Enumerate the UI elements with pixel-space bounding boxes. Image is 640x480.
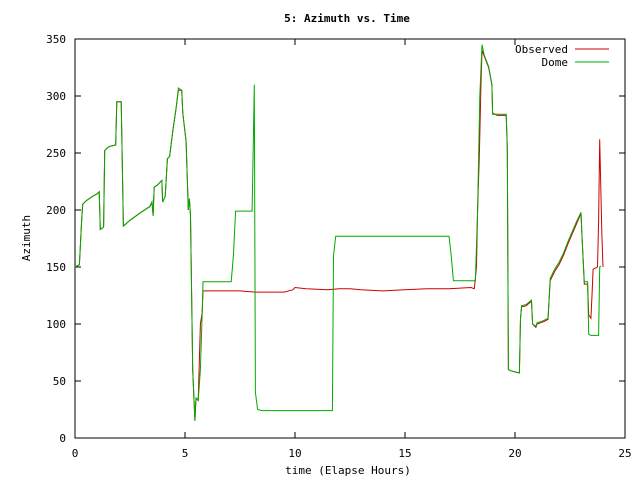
plot-frame	[74, 38, 626, 439]
y-tick-label: 250	[46, 147, 66, 160]
y-tick-label: 100	[46, 318, 66, 331]
y-axis-label: Azimuth	[20, 215, 33, 261]
x-tick-label: 5	[182, 447, 189, 460]
legend-label-dome: Dome	[542, 56, 569, 69]
series-line-observed	[74, 50, 604, 421]
y-tick-label: 350	[46, 33, 66, 46]
y-tick-label: 0	[59, 432, 66, 445]
y-tick-label: 150	[46, 261, 66, 274]
series-line-dome	[74, 44, 602, 421]
y-tick-label: 200	[46, 204, 66, 217]
x-tick-label: 20	[508, 447, 521, 460]
y-tick-label: 50	[53, 375, 66, 388]
x-axis-label: time (Elapse Hours)	[285, 464, 411, 477]
x-tick-label: 0	[72, 447, 79, 460]
x-tick-label: 15	[398, 447, 411, 460]
x-tick-label: 25	[618, 447, 631, 460]
legend-label-observed: Observed	[515, 43, 568, 56]
y-tick-label: 300	[46, 90, 66, 103]
x-tick-label: 10	[288, 447, 301, 460]
chart-title: 5: Azimuth vs. Time	[284, 12, 410, 25]
